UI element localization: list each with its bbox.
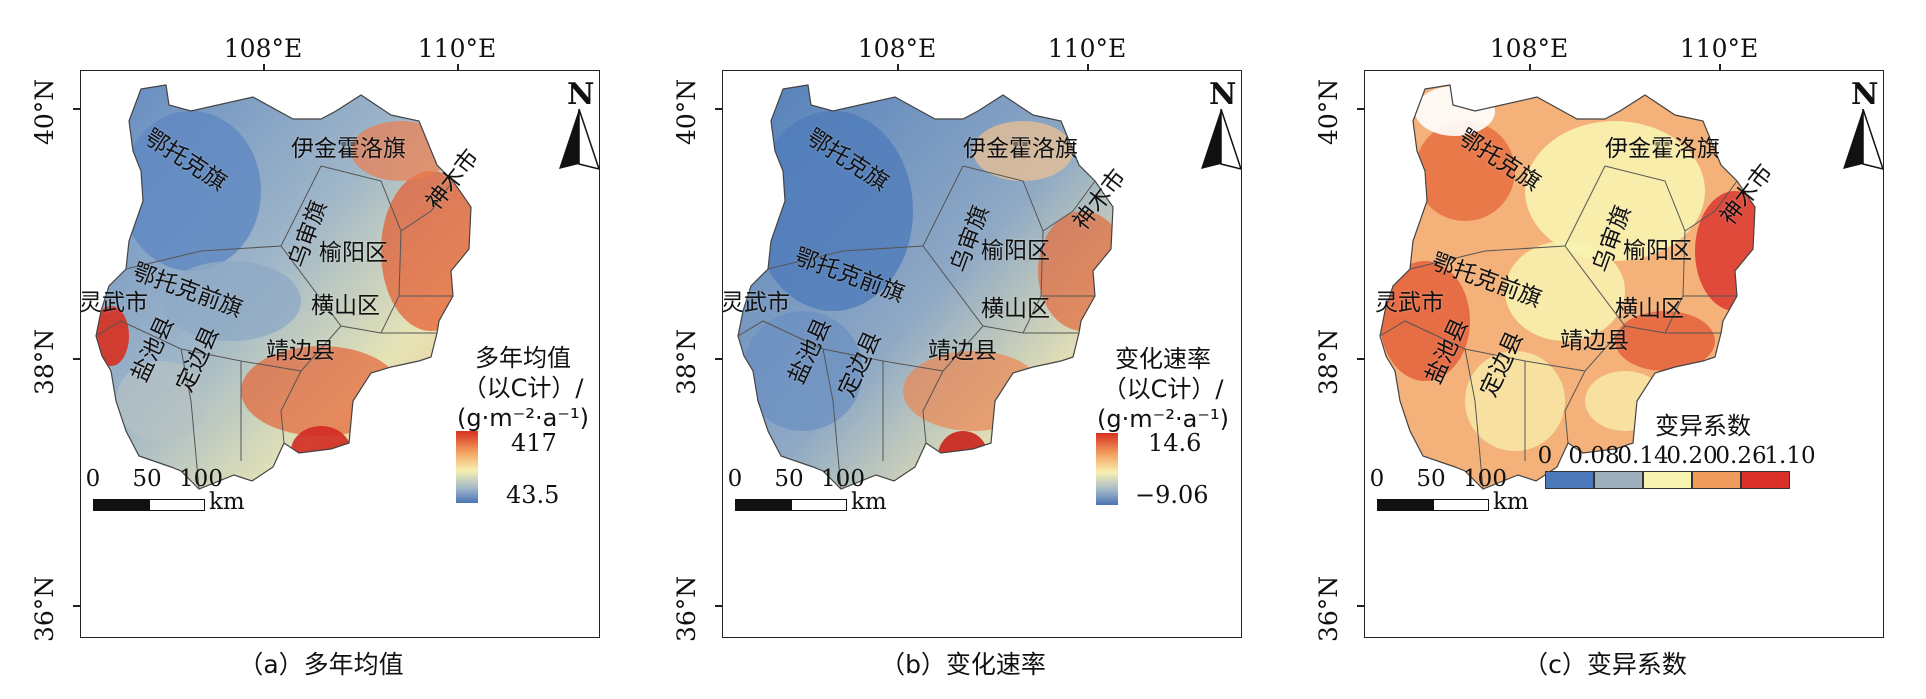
map-frame-b: 鄂托克旗 伊金霍洛旗 神木市 乌审旗 榆阳区 鄂托克前旗 灵武市 横山区 盐池县… (722, 70, 1242, 638)
north-arrow-icon (1843, 109, 1883, 170)
panel-c: 108°E 110°E 40°N 38°N 36°N (1284, 0, 1926, 699)
scale-unit: km (851, 489, 887, 515)
class-swatch (1643, 471, 1692, 489)
lat-tick (715, 108, 722, 110)
class-swatch (1545, 471, 1594, 489)
lat-label-38: 38°N (672, 328, 701, 395)
scale-bar (1377, 499, 1489, 511)
color-ramp (456, 431, 478, 503)
panel-a: 108°E 110°E 40°N 38°N 36°N (0, 0, 642, 699)
place-label: 靖边县 (266, 338, 335, 364)
legend-min: −9.06 (1135, 481, 1209, 509)
lat-tick (1357, 108, 1364, 110)
lon-label-110: 110°E (1679, 34, 1759, 63)
place-label: 灵武市 (722, 290, 790, 316)
place-label: 横山区 (311, 293, 380, 319)
caption: （a）多年均值 (238, 650, 404, 679)
scale-bar (735, 499, 847, 511)
lon-tick (897, 64, 899, 71)
legend-title: 变异系数 (1655, 412, 1751, 440)
scale-unit: km (209, 489, 245, 515)
county-borders (737, 165, 1096, 490)
lat-label-38: 38°N (1314, 328, 1343, 395)
caption: （b）变化速率 (880, 650, 1046, 679)
lon-tick (263, 64, 265, 71)
place-label: 灵武市 (80, 290, 148, 316)
region-outline (1379, 84, 1756, 490)
place-label: 横山区 (981, 296, 1050, 322)
place-label: 靖边县 (1560, 328, 1629, 354)
region-outline (95, 84, 472, 490)
panel-b: 108°E 110°E 40°N 38°N 36°N (642, 0, 1284, 699)
map-frame-c: 鄂托克旗 伊金霍洛旗 神木市 乌审旗 榆阳区 鄂托克前旗 灵武市 横山区 盐池县… (1364, 70, 1884, 638)
lon-tick (1529, 64, 1531, 71)
lon-label-110: 110°E (1047, 34, 1127, 63)
place-label: 伊金霍洛旗 (963, 136, 1078, 162)
scale-unit: km (1493, 489, 1529, 515)
lat-label-36: 36°N (672, 575, 701, 642)
north-arrow-icon (1201, 109, 1241, 170)
legend-title: 变化速率 （以C计）/ (g·m⁻²·a⁻¹) (1097, 345, 1229, 433)
lon-tick (1087, 64, 1089, 71)
lon-label-108: 108°E (857, 34, 937, 63)
lat-tick (1357, 358, 1364, 360)
class-swatch (1692, 471, 1741, 489)
lat-label-40: 40°N (672, 78, 701, 145)
lat-label-36: 36°N (1314, 575, 1343, 642)
color-ramp (1096, 433, 1118, 505)
legend-title: 多年均值 （以C计）/ (g·m⁻²·a⁻¹) (457, 344, 589, 432)
lon-label-108: 108°E (1489, 34, 1569, 63)
place-label: 靖边县 (928, 338, 997, 364)
class-legend (1545, 471, 1790, 489)
lat-label-40: 40°N (1314, 78, 1343, 145)
place-label: 灵武市 (1375, 290, 1444, 316)
place-label: 横山区 (1615, 296, 1684, 322)
caption: （c）变异系数 (1523, 650, 1687, 679)
lat-tick (73, 605, 80, 607)
north-arrow-icon (559, 109, 599, 170)
lat-label-40: 40°N (30, 78, 59, 145)
place-label: 榆阳区 (319, 240, 388, 266)
lat-label-38: 38°N (30, 328, 59, 395)
scale-bar (93, 499, 205, 511)
map-b (737, 84, 1114, 490)
lon-label-110: 110°E (417, 34, 497, 63)
lat-tick (1357, 605, 1364, 607)
lon-tick (457, 64, 459, 71)
place-label: 榆阳区 (981, 238, 1050, 264)
place-label: 伊金霍洛旗 (291, 136, 406, 162)
lat-tick (715, 358, 722, 360)
class-swatch (1594, 471, 1643, 489)
lat-tick (73, 358, 80, 360)
county-borders (95, 165, 454, 490)
legend-max: 14.6 (1148, 429, 1202, 457)
place-label: 伊金霍洛旗 (1605, 136, 1720, 162)
legend-min: 43.5 (506, 481, 560, 509)
region-outline (737, 84, 1114, 490)
county-borders (1379, 165, 1738, 490)
legend-max: 417 (511, 429, 557, 457)
map-a (95, 84, 472, 490)
lon-label-108: 108°E (223, 34, 303, 63)
map-frame-a: 鄂托克旗 伊金霍洛旗 神木市 乌审旗 榆阳区 鄂托克前旗 灵武市 横山区 盐池县… (80, 70, 600, 638)
lat-label-36: 36°N (30, 575, 59, 642)
place-label: 榆阳区 (1623, 238, 1692, 264)
map-c (1379, 84, 1756, 490)
class-swatch (1741, 471, 1790, 489)
lon-tick (1719, 64, 1721, 71)
lat-tick (73, 108, 80, 110)
raster-a (96, 85, 471, 489)
lat-tick (715, 605, 722, 607)
